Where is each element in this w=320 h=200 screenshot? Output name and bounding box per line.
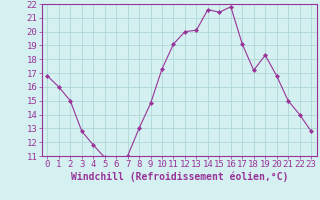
X-axis label: Windchill (Refroidissement éolien,°C): Windchill (Refroidissement éolien,°C) — [70, 172, 288, 182]
